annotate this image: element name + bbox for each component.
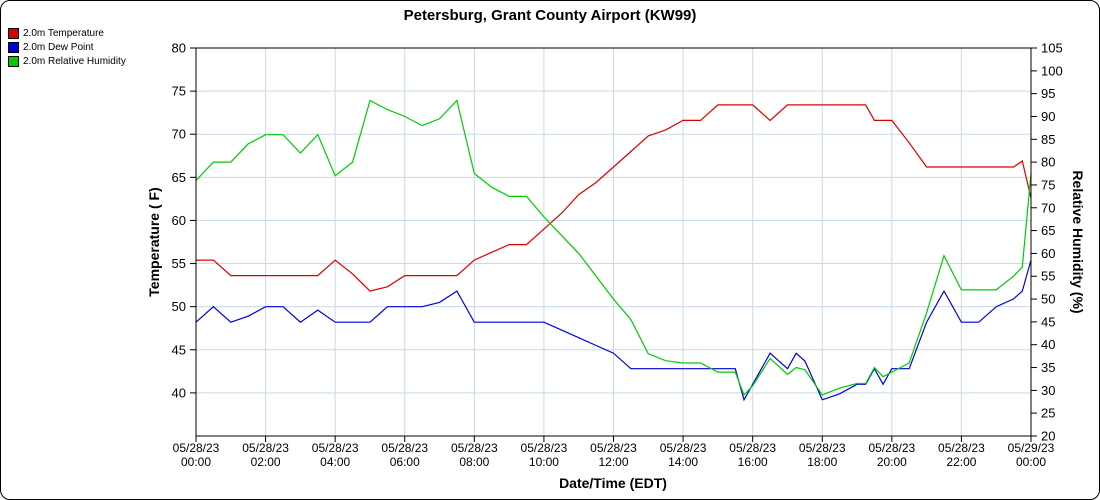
y-right-tick-label: 75	[1041, 177, 1055, 192]
legend: 2.0m Temperature 2.0m Dew Point 2.0m Rel…	[8, 28, 126, 70]
x-tick-date-label: 05/28/23	[521, 441, 568, 455]
2-0m-temperature-line	[196, 104, 1032, 292]
y-right-tick-label: 85	[1041, 132, 1055, 147]
legend-item-relative-humidity: 2.0m Relative Humidity	[8, 56, 126, 67]
x-tick-date-label: 05/28/23	[451, 441, 498, 455]
y-right-tick-label: 55	[1041, 269, 1055, 284]
relative-humidity-swatch-icon	[8, 56, 19, 67]
legend-label-relative-humidity: 2.0m Relative Humidity	[23, 56, 126, 67]
y-left-tick-label: 55	[172, 256, 186, 271]
x-tick-time-label: 00:00	[181, 455, 211, 469]
y-left-tick-label: 80	[172, 41, 186, 56]
legend-label-dew-point: 2.0m Dew Point	[23, 42, 94, 53]
x-tick-time-label: 00:00	[1016, 455, 1046, 469]
temperature-swatch-icon	[8, 28, 19, 39]
y-left-tick-label: 45	[172, 342, 186, 357]
y-left-tick-label: 75	[172, 84, 186, 99]
y-right-tick-label: 60	[1041, 246, 1055, 261]
2-0m-dew-point-line	[195, 259, 1032, 402]
x-tick-date-label: 05/28/23	[173, 441, 220, 455]
x-tick-time-label: 20:00	[877, 455, 907, 469]
x-tick-date-label: 05/28/23	[729, 441, 776, 455]
x-tick-date-label: 05/28/23	[381, 441, 428, 455]
y-left-tick-label: 40	[172, 385, 186, 400]
y-right-tick-label: 65	[1041, 223, 1055, 238]
x-tick-time-label: 18:00	[807, 455, 837, 469]
y-right-tick-label: 40	[1041, 337, 1055, 352]
x-tick-time-label: 02:00	[251, 455, 281, 469]
y-left-tick-label: 70	[172, 127, 186, 142]
x-tick-time-label: 12:00	[598, 455, 628, 469]
y-axis-right-title: Relative Humidity (%)	[1070, 170, 1086, 314]
legend-label-temperature: 2.0m Temperature	[23, 28, 104, 39]
y-right-tick-label: 25	[1041, 406, 1055, 421]
x-tick-time-label: 06:00	[390, 455, 420, 469]
x-tick-date-label: 05/28/23	[242, 441, 289, 455]
x-tick-time-label: 04:00	[320, 455, 350, 469]
y-left-tick-label: 65	[172, 170, 186, 185]
y-left-tick-label: 60	[172, 213, 186, 228]
y-right-tick-label: 70	[1041, 200, 1055, 215]
x-axis-title: Date/Time (EDT)	[559, 475, 667, 491]
page-title: Petersburg, Grant County Airport (KW99)	[403, 7, 697, 24]
x-tick-date-label: 05/28/23	[799, 441, 846, 455]
y-right-tick-label: 95	[1041, 86, 1055, 101]
dew-point-swatch-icon	[8, 42, 19, 53]
2-0m-relative-humidity-line	[195, 99, 1032, 397]
x-tick-date-label: 05/29/23	[1008, 441, 1055, 455]
x-tick-date-label: 05/28/23	[312, 441, 359, 455]
y-right-tick-label: 30	[1041, 383, 1055, 398]
x-tick-time-label: 08:00	[459, 455, 489, 469]
x-tick-date-label: 05/28/23	[590, 441, 637, 455]
y-right-tick-label: 90	[1041, 109, 1055, 124]
x-tick-time-label: 16:00	[738, 455, 768, 469]
y-left-tick-label: 50	[172, 299, 186, 314]
y-right-tick-label: 105	[1041, 41, 1063, 56]
x-tick-date-label: 05/28/23	[938, 441, 985, 455]
x-tick-time-label: 10:00	[529, 455, 559, 469]
y-right-tick-label: 50	[1041, 292, 1055, 307]
y-right-tick-label: 20	[1041, 429, 1055, 444]
y-axis-left-title: Temperature ( F)	[146, 187, 162, 297]
x-tick-time-label: 22:00	[946, 455, 976, 469]
x-tick-date-label: 05/28/23	[868, 441, 915, 455]
y-right-tick-label: 100	[1041, 63, 1063, 78]
legend-item-temperature: 2.0m Temperature	[8, 28, 126, 39]
legend-item-dew-point: 2.0m Dew Point	[8, 42, 126, 53]
y-right-tick-label: 80	[1041, 155, 1055, 170]
y-right-tick-label: 35	[1041, 360, 1055, 375]
x-tick-time-label: 14:00	[668, 455, 698, 469]
x-tick-date-label: 05/28/23	[660, 441, 707, 455]
y-right-tick-label: 45	[1041, 314, 1055, 329]
